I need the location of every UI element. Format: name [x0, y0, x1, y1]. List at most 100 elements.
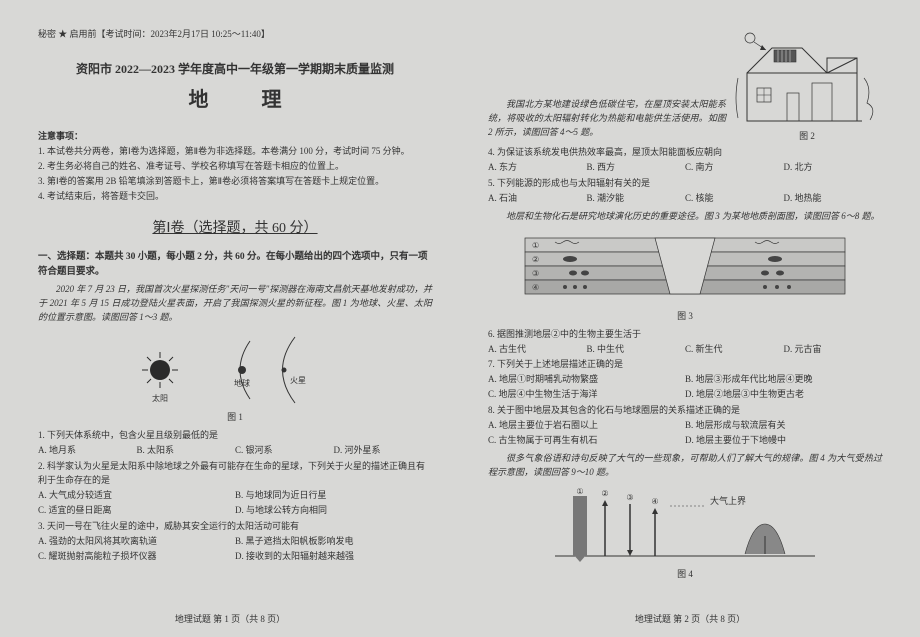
q6-options: A. 古生代 B. 中生代 C. 新生代 D. 元古宙 — [488, 343, 882, 357]
q4-text: 4. 为保证该系统发电供热效率最高，屋顶太阳能面板应朝向 — [488, 146, 882, 160]
q7-options-2: C. 地层④中生物生活于海洋 D. 地层②地层③中生物更古老 — [488, 388, 882, 402]
q1-c: C. 银河系 — [235, 444, 334, 458]
solar-panel-icon — [774, 50, 796, 62]
q3-b: B. 黑子遮挡太阳帆板影响发电 — [235, 535, 432, 549]
notice-head: 注意事项： — [38, 130, 432, 144]
q5-text: 5. 下列能源的形成也与太阳辐射有关的是 — [488, 177, 882, 191]
notice-item-4: 4. 考试结束后，将答题卡交回。 — [38, 190, 432, 204]
svg-text:②: ② — [532, 255, 539, 264]
q8-text: 8. 关于图中地层及其包含的化石与地球圈层的关系描述正确的是 — [488, 404, 882, 418]
earth-icon — [238, 366, 246, 374]
svg-text:②: ② — [601, 489, 608, 498]
svg-text:④: ④ — [532, 283, 539, 292]
fig4-svg: ① ② ③ ④ 大气上界 — [545, 486, 825, 566]
stem-1: 2020 年 7 月 23 日，我国首次火星探测任务"天问一号"探测器在海南文昌… — [38, 283, 432, 325]
q3-text: 3. 天问一号在飞往火星的途中，威胁其安全运行的太阳活动可能有 — [38, 520, 432, 534]
q1-a: A. 地月系 — [38, 444, 137, 458]
q6-text: 6. 据图推测地层②中的生物主要生活于 — [488, 328, 882, 342]
figure-4: ① ② ③ ④ 大气上界 图 4 — [488, 486, 882, 582]
q7-text: 7. 下列关于上述地层描述正确的是 — [488, 358, 882, 372]
fig2-svg — [732, 28, 882, 128]
q2-c: C. 适宜的昼日距离 — [38, 504, 235, 518]
svg-text:①: ① — [532, 241, 539, 250]
q7-c: C. 地层④中生物生活于海洋 — [488, 388, 685, 402]
notice-item-2: 2. 考生务必将自己的姓名、准考证号、学校名称填写在答题卡相应的位置上。 — [38, 160, 432, 174]
page-1: 秘密 ★ 启用前【考试时间：2023年2月17日 10:25～11:40】 资阳… — [0, 0, 460, 637]
svg-text:太阳: 太阳 — [152, 393, 168, 403]
mars-icon — [282, 368, 287, 373]
exam-header: 秘密 ★ 启用前【考试时间：2023年2月17日 10:25～11:40】 — [38, 28, 432, 42]
arrow-down-icon — [573, 496, 587, 556]
figure-1: 太阳 地球 火星 图 1 — [38, 331, 432, 425]
q5-b: B. 潮汐能 — [587, 192, 686, 206]
svg-text:大气上界: 大气上界 — [710, 495, 746, 506]
fig1-svg: 太阳 地球 火星 — [130, 331, 340, 409]
q8-b: B. 地层形成与软流层有关 — [685, 419, 882, 433]
q8-options-1: A. 地层主要位于岩石圈以上 B. 地层形成与软流层有关 — [488, 419, 882, 433]
fig2-caption: 图 2 — [732, 130, 882, 144]
fig3-svg: ① ② ③ ④ — [515, 230, 855, 308]
q8-a: A. 地层主要位于岩石圈以上 — [488, 419, 685, 433]
q4-options: A. 东方 B. 西方 C. 南方 D. 北方 — [488, 161, 882, 175]
q6-d: D. 元古宙 — [784, 343, 883, 357]
svg-text:火星: 火星 — [290, 376, 306, 385]
subject-title: 地 理 — [38, 85, 432, 116]
q4-c: C. 南方 — [685, 161, 784, 175]
q4-b: B. 西方 — [587, 161, 686, 175]
q7-a: A. 地层①时期哺乳动物繁盛 — [488, 373, 685, 387]
q7-d: D. 地层②地层③中生物更古老 — [685, 388, 882, 402]
q5-a: A. 石油 — [488, 192, 587, 206]
q1-d: D. 河外星系 — [334, 444, 433, 458]
q3-options-2: C. 耀斑抛射高能粒子损坏仪器 D. 接收到的太阳辐射越来越强 — [38, 550, 432, 564]
svg-text:①: ① — [576, 487, 583, 496]
q2-options-2: C. 适宜的昼日距离 D. 与地球公转方向相同 — [38, 504, 432, 518]
tree-icon — [864, 78, 873, 120]
exam-title: 资阳市 2022—2023 学年度高中一年级第一学期期末质量监测 — [38, 60, 432, 79]
q3-a: A. 强劲的太阳风将其吹离轨道 — [38, 535, 235, 549]
q6-a: A. 古生代 — [488, 343, 587, 357]
q6-b: B. 中生代 — [587, 343, 686, 357]
footer-1: 地理试题 第 1 页（共 8 页） — [0, 613, 460, 627]
stem-2: 我国北方某地建设绿色低碳住宅，在屋顶安装太阳能系统，将吸收的太阳辐射转化为热能和… — [488, 98, 726, 140]
sun-small-icon — [745, 33, 755, 43]
q1-b: B. 太阳系 — [137, 444, 236, 458]
q7-b: B. 地层③形成年代比地层④更晚 — [685, 373, 882, 387]
svg-text:④: ④ — [651, 497, 658, 506]
q8-d: D. 地层主要位于下地幔中 — [685, 434, 882, 448]
q3-d: D. 接收到的太阳辐射越来越强 — [235, 550, 432, 564]
stem-4: 很多气象俗语和诗句反映了大气的一些现象，可帮助人们了解大气的规律。图 4 为大气… — [488, 452, 882, 480]
fig1-caption: 图 1 — [38, 411, 432, 425]
svg-text:③: ③ — [626, 493, 633, 502]
svg-text:地球: 地球 — [234, 378, 250, 388]
figure-3: ① ② ③ ④ 图 3 — [488, 230, 882, 324]
q2-b: B. 与地球同为近日行星 — [235, 489, 432, 503]
fig4-caption: 图 4 — [488, 568, 882, 582]
q2-text: 2. 科学家认为火星是太阳系中除地球之外最有可能存在生命的星球，下列关于火星的描… — [38, 460, 432, 488]
page-2: 我国北方某地建设绿色低碳住宅，在屋顶安装太阳能系统，将吸收的太阳辐射转化为热能和… — [460, 0, 920, 637]
q5-d: D. 地热能 — [784, 192, 883, 206]
sun-icon — [150, 360, 170, 380]
notice-item-3: 3. 第Ⅰ卷的答案用 2B 铅笔填涂到答题卡上，第Ⅱ卷必须将答案填写在答题卡上规… — [38, 175, 432, 189]
q6-c: C. 新生代 — [685, 343, 784, 357]
footer-2: 地理试题 第 2 页（共 8 页） — [460, 613, 920, 627]
section-head-1: 第Ⅰ卷（选择题，共 60 分） — [38, 218, 432, 240]
q5-options: A. 石油 B. 潮汐能 C. 核能 D. 地热能 — [488, 192, 882, 206]
q3-options-1: A. 强劲的太阳风将其吹离轨道 B. 黑子遮挡太阳帆板影响发电 — [38, 535, 432, 549]
q8-c: C. 古生物属于可再生有机石 — [488, 434, 685, 448]
q1-options: A. 地月系 B. 太阳系 C. 银河系 D. 河外星系 — [38, 444, 432, 458]
mc-instructions: 一、选择题：本题共 30 小题，每小题 2 分，共 60 分。在每小题给出的四个… — [38, 250, 432, 279]
q8-options-2: C. 古生物属于可再生有机石 D. 地层主要位于下地幔中 — [488, 434, 882, 448]
fig3-caption: 图 3 — [488, 310, 882, 324]
q5-c: C. 核能 — [685, 192, 784, 206]
q1-text: 1. 下列天体系统中，包含火星且级别最低的是 — [38, 429, 432, 443]
svg-text:③: ③ — [532, 269, 539, 278]
q2-a: A. 大气成分较适宜 — [38, 489, 235, 503]
q7-options-1: A. 地层①时期哺乳动物繁盛 B. 地层③形成年代比地层④更晚 — [488, 373, 882, 387]
notice-item-1: 1. 本试卷共分两卷，第Ⅰ卷为选择题，第Ⅱ卷为非选择题。本卷满分 100 分，考… — [38, 145, 432, 159]
q4-d: D. 北方 — [784, 161, 883, 175]
q4-a: A. 东方 — [488, 161, 587, 175]
stem-3: 地层和生物化石是研究地球演化历史的重要途径。图 3 为某地地质剖面图，读图回答 … — [488, 210, 882, 224]
section-head-1-text: 第Ⅰ卷（选择题，共 60 分） — [152, 221, 317, 236]
q2-options-1: A. 大气成分较适宜 B. 与地球同为近日行星 — [38, 489, 432, 503]
q2-d: D. 与地球公转方向相同 — [235, 504, 432, 518]
